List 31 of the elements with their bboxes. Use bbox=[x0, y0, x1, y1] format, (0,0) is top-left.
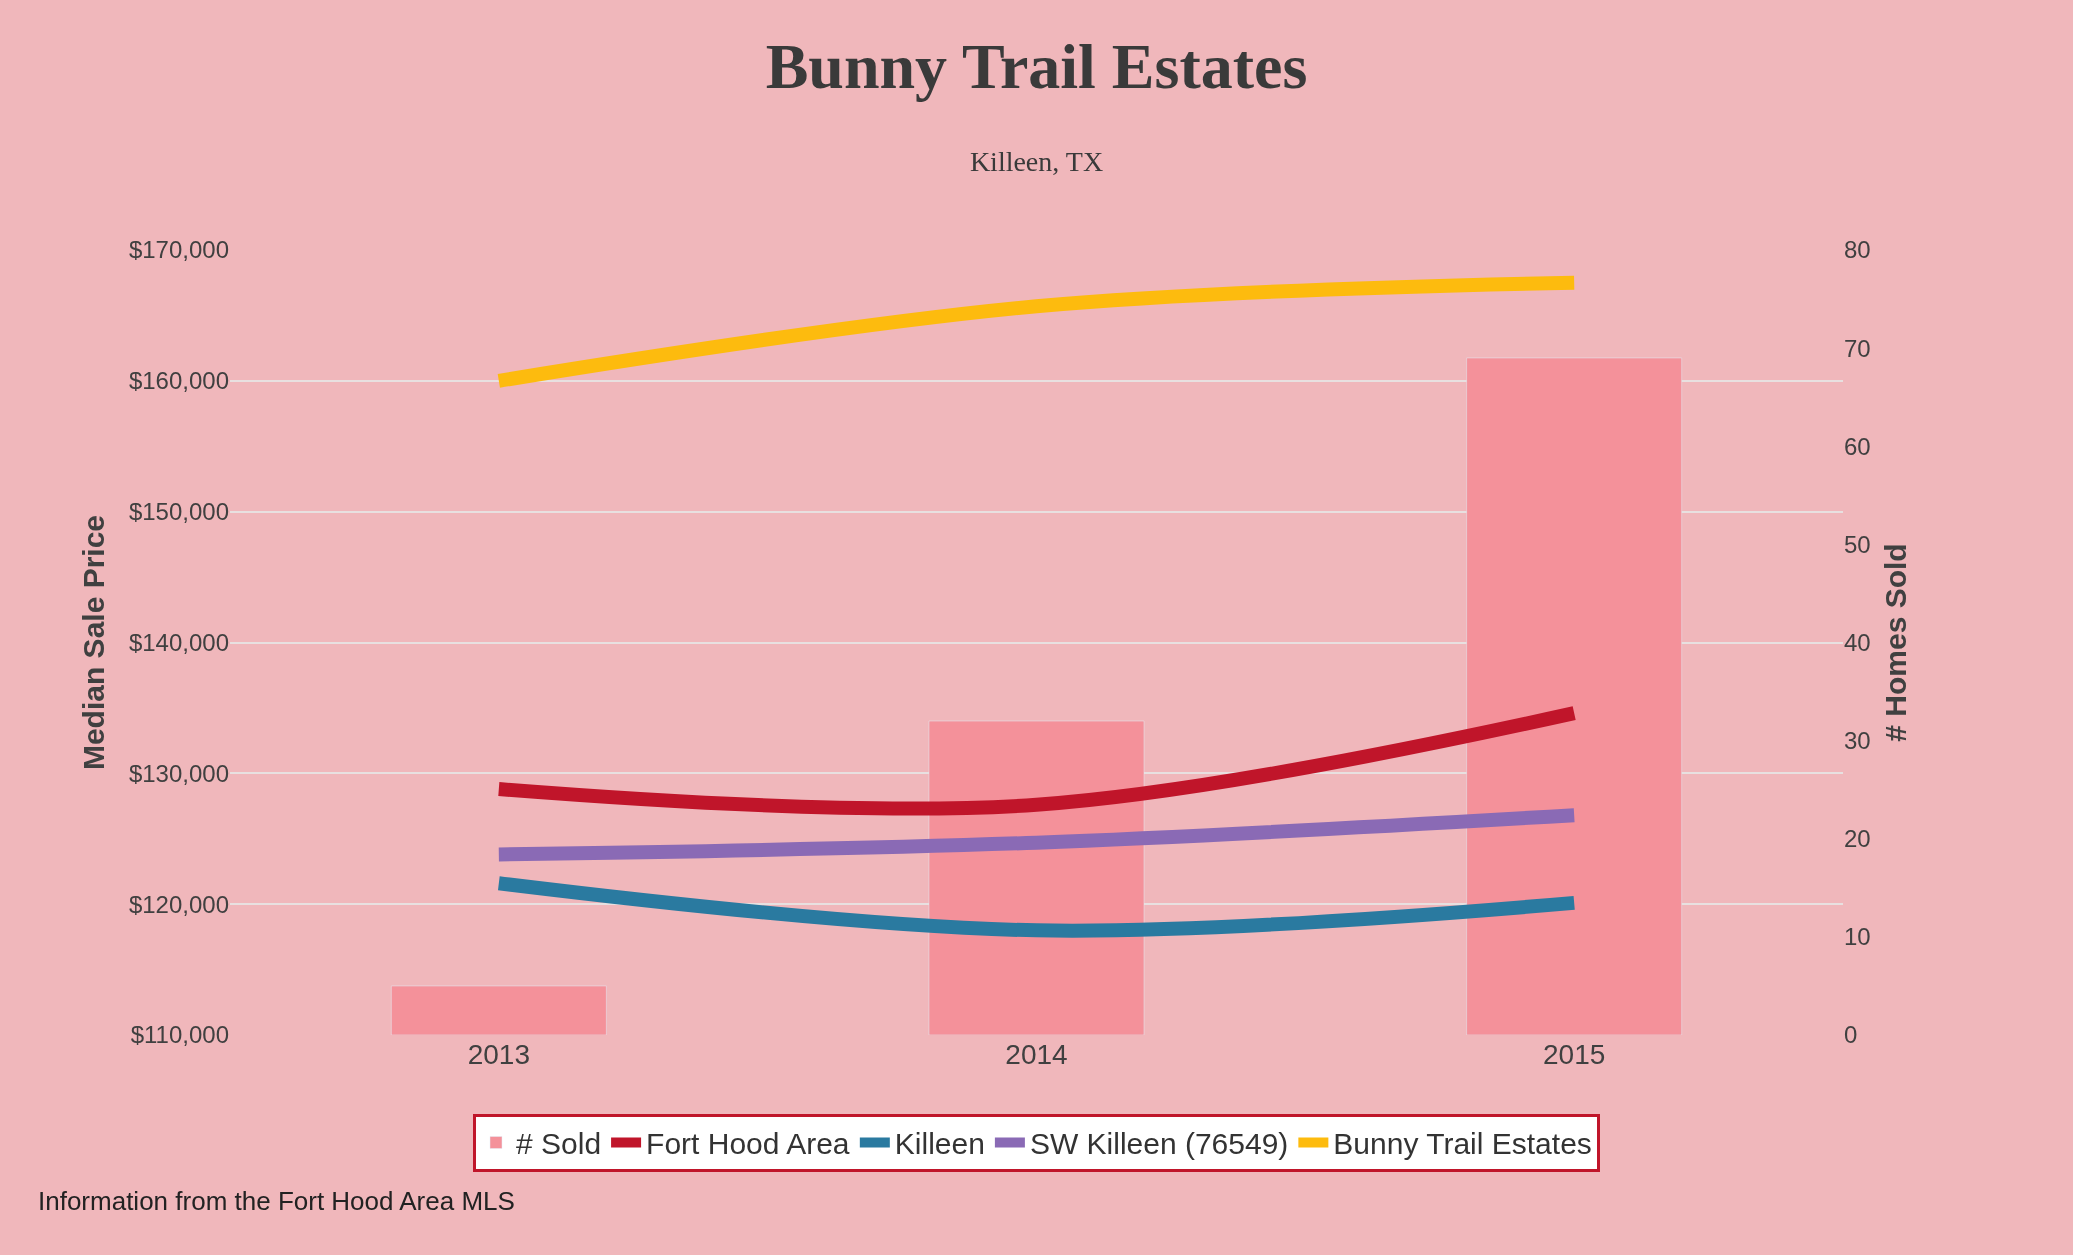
y2-tick-label: 70 bbox=[1844, 334, 1871, 362]
y-tick-label: $110,000 bbox=[130, 1021, 229, 1049]
y-tick-label: $150,000 bbox=[128, 498, 229, 526]
legend-label: Fort Hood Area bbox=[646, 1127, 850, 1161]
chart-subtitle: Killeen, TX bbox=[969, 146, 1104, 178]
legend-label: Bunny Trail Estates bbox=[1333, 1127, 1592, 1161]
legend-label: # Sold bbox=[516, 1127, 602, 1161]
y-tick-label: $160,000 bbox=[128, 367, 229, 395]
y2-tick-label: 30 bbox=[1844, 727, 1871, 755]
y2-tick-label: 40 bbox=[1844, 628, 1871, 656]
y-tick-label: $120,000 bbox=[128, 890, 229, 918]
x-tick-label: 2015 bbox=[1543, 1039, 1606, 1070]
y-tick-label: $140,000 bbox=[128, 628, 229, 656]
legend-label: Killeen bbox=[894, 1127, 985, 1161]
chart-title: Bunny Trail Estates bbox=[765, 30, 1308, 102]
y-axis-title: Median Sale Price bbox=[76, 514, 110, 771]
y2-axis-title: # Homes Sold bbox=[1879, 543, 1913, 742]
y2-tick-label: 20 bbox=[1844, 825, 1871, 853]
y-tick-label: $170,000 bbox=[128, 236, 229, 264]
legend-label: SW Killeen (76549) bbox=[1029, 1127, 1289, 1161]
bar bbox=[391, 985, 607, 1035]
y2-tick-label: 60 bbox=[1844, 432, 1871, 460]
bar bbox=[1466, 357, 1682, 1035]
x-tick-label: 2014 bbox=[1005, 1039, 1068, 1070]
y-tick-label: $130,000 bbox=[128, 759, 229, 787]
y2-tick-label: 10 bbox=[1844, 923, 1871, 951]
y2-tick-label: 80 bbox=[1844, 236, 1871, 264]
y2-tick-label: 50 bbox=[1844, 530, 1871, 558]
y2-tick-label: 0 bbox=[1844, 1021, 1858, 1049]
text: Information from the Fort Hood Area MLS bbox=[38, 1186, 515, 1216]
x-tick-label: 2013 bbox=[467, 1039, 530, 1070]
